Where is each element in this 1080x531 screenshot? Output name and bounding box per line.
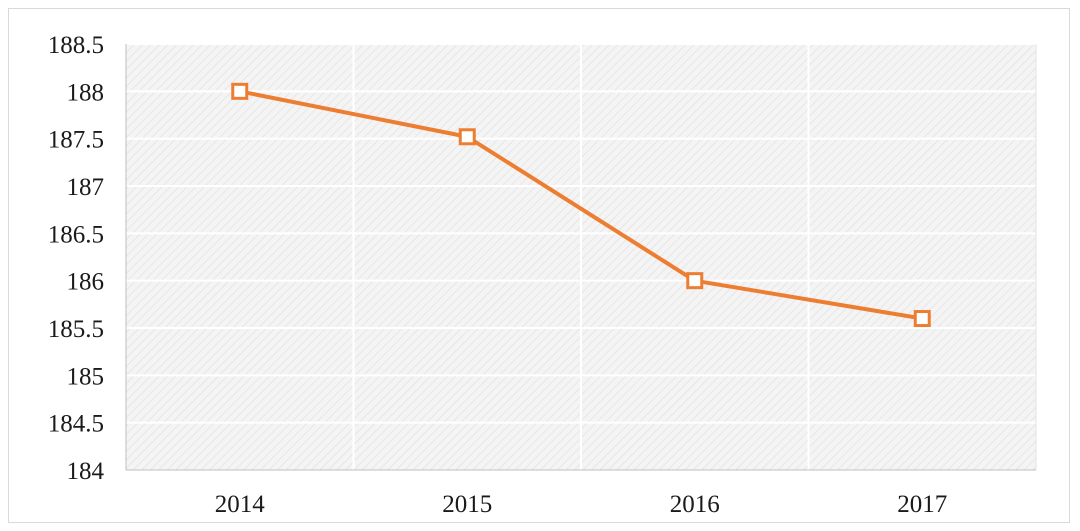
series-line [239,89,923,321]
data-point-marker [231,82,249,100]
y-tick-label: 187.5 [48,127,104,154]
x-tick-label: 2015 [442,491,492,518]
x-tick-label: 2016 [670,491,720,518]
y-tick-label: 186 [67,269,105,296]
y-tick-label: 187 [67,174,105,201]
y-tick-label: 186.5 [48,221,104,248]
data-point-marker [458,128,476,146]
data-point-marker [686,272,704,290]
y-tick-label: 184 [67,458,105,485]
y-tick-label: 185.5 [48,316,104,343]
y-tick-label: 188 [67,79,105,106]
data-point-marker [913,310,931,328]
y-tick-label: 184.5 [48,411,104,438]
y-tick-label: 188.5 [48,32,104,59]
x-tick-label: 2014 [215,491,266,518]
y-tick-label: 185 [67,363,105,390]
x-tick-label: 2017 [897,491,947,518]
